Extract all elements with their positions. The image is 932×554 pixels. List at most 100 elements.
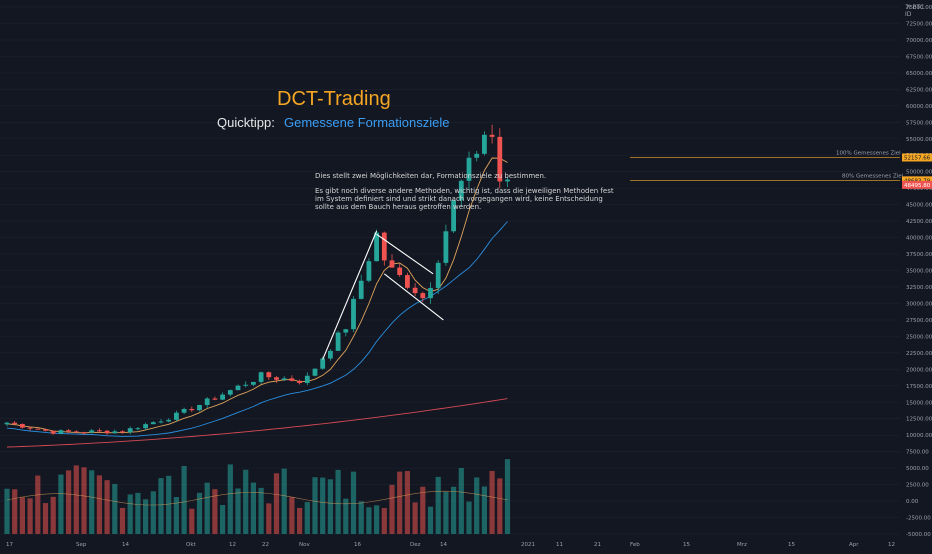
- y-tick-label: -2500.00: [906, 516, 931, 522]
- candle-body: [251, 381, 256, 385]
- volume-bar: [89, 470, 95, 534]
- volume-bar: [504, 459, 511, 534]
- volume-bar: [204, 482, 210, 534]
- x-tick-label: Apr: [849, 542, 859, 548]
- candle-body: [89, 430, 95, 433]
- candle-body: [135, 428, 141, 430]
- quicktip-label: Quicktipp:: [217, 115, 275, 130]
- volume-bar: [173, 496, 179, 534]
- volume-bar: [58, 474, 64, 534]
- y-tick-label: 75000.00: [906, 5, 932, 11]
- candle-body: [343, 329, 349, 333]
- y-tick-label: 15000.00: [906, 400, 932, 406]
- volume-bar: [374, 505, 380, 534]
- volume-bar: [289, 497, 295, 534]
- volume-bar: [350, 471, 357, 534]
- candle-body: [120, 431, 125, 433]
- y-tick-label: 47500.00: [906, 186, 932, 192]
- y-tick-label: 65000.00: [906, 71, 932, 77]
- candle-body: [197, 404, 202, 411]
- volume-bar: [66, 470, 72, 534]
- candle-body: [497, 136, 503, 182]
- volume-bar: [427, 506, 434, 534]
- volume-bar: [212, 489, 218, 534]
- y-tick-label: 55000.00: [906, 137, 932, 143]
- candle-body: [374, 232, 379, 262]
- axis-header: 7I BTC ID: [905, 4, 925, 18]
- volume-bar: [412, 502, 418, 534]
- candle-body: [381, 232, 387, 261]
- volume-bar: [227, 464, 233, 534]
- target-price-tag: [902, 153, 932, 162]
- y-tick-label: 25000.00: [906, 334, 932, 340]
- candle-body: [443, 231, 449, 263]
- volume-bar: [474, 477, 480, 534]
- volume-bar: [435, 476, 441, 534]
- current-price-tag: [902, 180, 932, 189]
- volume-bar: [27, 498, 33, 534]
- volume-bar: [389, 484, 395, 534]
- y-tick-label: 2500.00: [906, 483, 929, 489]
- x-tick-label: Dez: [410, 542, 421, 548]
- volume-bar: [81, 467, 87, 534]
- x-tick-label: 11: [556, 542, 563, 548]
- candle-body: [20, 424, 25, 428]
- y-tick-label: 22500.00: [906, 351, 932, 357]
- volume-bar: [12, 489, 18, 534]
- candle-body: [112, 431, 118, 434]
- y-tick-label: 60000.00: [906, 104, 932, 110]
- y-tick-label: 70000.00: [906, 38, 932, 44]
- x-tick-label: 2021: [521, 542, 535, 548]
- candle-body: [73, 431, 79, 433]
- volume-bar: [312, 477, 318, 534]
- volume-bar: [281, 468, 287, 534]
- volume-ma-line: [6, 490, 508, 506]
- x-tick-label: 12: [888, 542, 895, 548]
- ma-mid-line: [6, 221, 508, 437]
- x-tick-label: 15: [683, 542, 690, 548]
- x-tick-label: 12: [229, 542, 236, 548]
- candle-body: [27, 427, 33, 429]
- volume-bar: [266, 503, 272, 534]
- y-tick-label: 50000.00: [906, 170, 932, 176]
- y-tick-label: 5000.00: [906, 466, 929, 472]
- volume-bar: [258, 487, 264, 534]
- candle-body: [304, 375, 310, 384]
- volume-bar: [335, 469, 341, 534]
- volume-bar: [489, 470, 495, 534]
- candle-body: [189, 408, 195, 411]
- volume-bar: [166, 475, 172, 534]
- candle-body: [235, 385, 241, 391]
- quicktip-value: Gemessene Formationsziele: [284, 115, 450, 130]
- volume-bar: [420, 486, 426, 534]
- y-tick-label: 27500.00: [906, 318, 932, 324]
- candle-body: [35, 428, 41, 430]
- y-tick-label: 62500.00: [906, 87, 932, 93]
- candle-body: [389, 260, 395, 268]
- y-tick-label: 37500.00: [906, 252, 932, 258]
- candle-body: [482, 134, 487, 154]
- volume-bar: [404, 471, 410, 534]
- candle-body: [143, 424, 148, 429]
- candle-body: [405, 275, 410, 288]
- note-line-2: Es gibt noch diverse andere Methoden, wi…: [315, 187, 614, 211]
- y-tick-label: 42500.00: [906, 219, 932, 225]
- candle-body: [227, 390, 233, 395]
- candle-body: [266, 372, 272, 378]
- y-tick-label: 57500.00: [906, 120, 932, 126]
- volume-bar: [481, 486, 487, 534]
- candle-body: [358, 280, 364, 299]
- candle-body: [204, 398, 210, 405]
- volume-bar: [112, 484, 118, 534]
- volume-bar: [358, 501, 364, 534]
- volume-bar: [443, 491, 449, 534]
- candle-body: [81, 432, 87, 434]
- x-tick-label: Feb: [630, 542, 640, 548]
- candle-body: [258, 372, 264, 382]
- candle-body: [412, 287, 418, 294]
- volume-bar: [466, 501, 472, 534]
- candle-body: [458, 180, 464, 201]
- volume-bar: [42, 503, 49, 534]
